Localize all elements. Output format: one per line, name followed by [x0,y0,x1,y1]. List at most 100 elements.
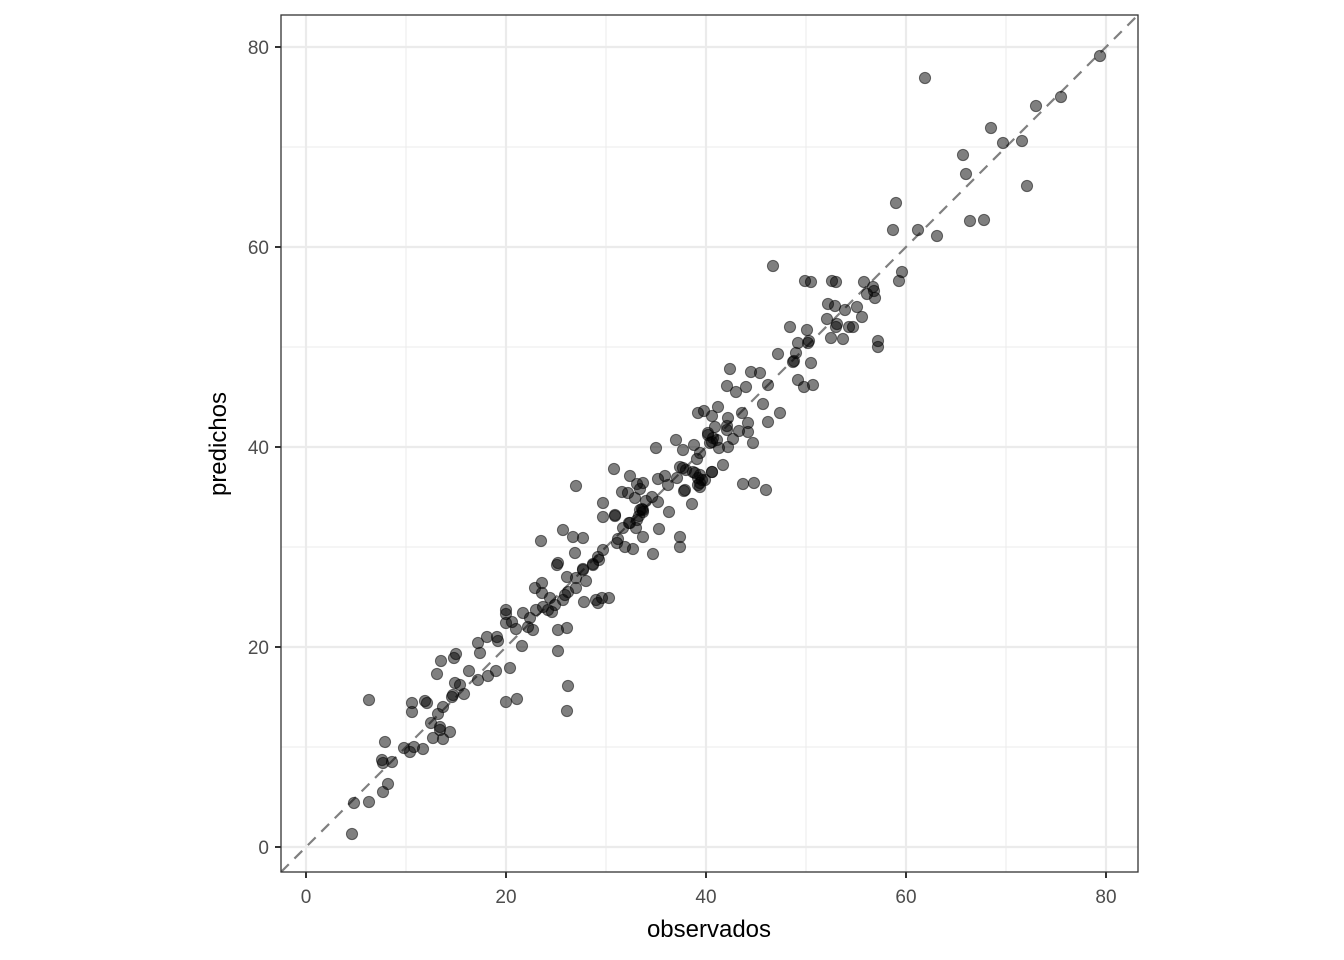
x-tick-label: 80 [1095,887,1116,908]
data-point [623,516,637,530]
data-point [436,732,450,746]
data-point [473,646,487,660]
y-axis-title: predichos [205,392,232,496]
y-tick-label: 20 [248,638,269,659]
data-point [378,735,392,749]
data-point [959,167,973,181]
data-point [471,636,485,650]
data-point [362,795,376,809]
data-point [996,136,1010,150]
data-point [829,320,843,334]
data-point [761,415,775,429]
data-point [596,510,610,524]
data-point [608,508,622,522]
data-point [670,471,684,485]
data-point [746,436,760,450]
data-point [855,310,869,324]
data-point [977,213,991,227]
data-point [499,695,513,709]
data-point [489,664,503,678]
data-point [661,478,675,492]
data-point [1020,179,1034,193]
data-point [534,534,548,548]
data-point [691,478,705,492]
data-point [687,438,701,452]
data-point [868,291,882,305]
data-point [607,462,621,476]
data-point [678,483,692,497]
data-point [646,547,660,561]
y-tick-label: 80 [248,38,269,59]
data-point [735,406,749,420]
data-point [420,696,434,710]
data-point [747,476,761,490]
data-point [838,303,852,317]
data-point [626,542,640,556]
y-tick-label: 40 [248,438,269,459]
data-point [850,300,864,314]
minor-gridlines [281,15,1138,872]
data-point [806,378,820,392]
data-point [576,563,590,577]
data-point [676,461,690,475]
data-point [705,465,719,479]
data-point [911,223,925,237]
data-point [636,505,650,519]
plot-panel-border [280,14,1139,873]
data-point [416,742,430,756]
data-point [633,482,647,496]
identity-reference-line [280,16,1137,873]
data-point [729,385,743,399]
data-point [676,443,690,457]
data-point [560,704,574,718]
data-point [526,623,540,637]
data-point [623,469,637,483]
data-point [560,621,574,635]
data-point [381,777,395,791]
data-point [453,678,467,692]
data-point [551,644,565,658]
data-point [756,397,770,411]
data-point [669,433,683,447]
data-point [892,274,906,288]
data-point [741,425,755,439]
data-point [963,214,977,228]
data-point [871,340,885,354]
data-point [711,400,725,414]
data-point [1054,90,1068,104]
data-point [347,796,361,810]
data-point [820,312,834,326]
data-point [596,543,610,557]
data-point [720,379,734,393]
data-point [576,531,590,545]
y-tick-label: 0 [258,838,269,859]
data-point [649,441,663,455]
data-point [491,634,505,648]
data-point [685,497,699,511]
data-point [766,259,780,273]
data-point [1015,134,1029,148]
data-point [602,591,616,605]
data-point [720,423,734,437]
data-point [716,458,730,472]
data-point [1029,99,1043,113]
y-axis: 0 20 40 60 80 [248,38,281,859]
data-point [556,593,570,607]
data-point [690,452,704,466]
data-point [652,522,666,536]
x-tick-label: 0 [301,887,312,908]
x-tick-label: 60 [895,887,916,908]
data-point [771,347,785,361]
data-point [556,523,570,537]
data-point [930,229,944,243]
data-point [824,331,838,345]
data-point [510,692,524,706]
data-point [569,479,583,493]
data-point [577,595,591,609]
data-point [846,320,860,334]
data-point [804,356,818,370]
data-point [829,275,843,289]
x-tick-label: 20 [495,887,516,908]
data-point [804,275,818,289]
data-point [551,556,565,570]
